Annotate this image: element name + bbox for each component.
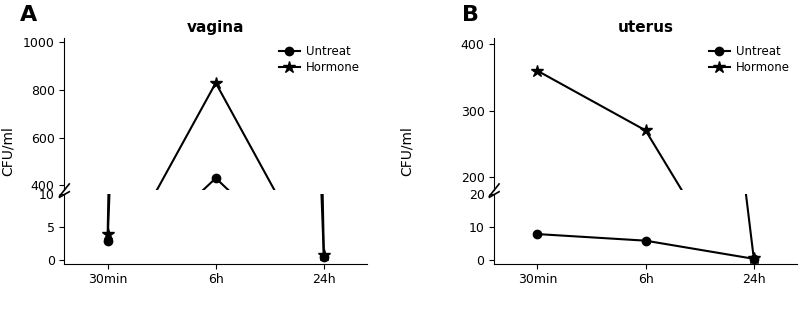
Line: Untreat: Untreat bbox=[534, 300, 758, 313]
Text: CFU/ml: CFU/ml bbox=[399, 126, 414, 176]
Untreat bbox=[641, 303, 650, 307]
Hormone bbox=[641, 128, 650, 132]
Untreat bbox=[749, 307, 758, 311]
Hormone bbox=[211, 81, 221, 85]
Hormone bbox=[103, 278, 113, 281]
Line: Untreat: Untreat bbox=[104, 174, 328, 284]
Untreat bbox=[319, 279, 328, 282]
Title: uterus: uterus bbox=[617, 20, 674, 35]
Untreat bbox=[211, 176, 221, 180]
Text: B: B bbox=[462, 5, 479, 25]
Title: vagina: vagina bbox=[187, 20, 245, 35]
Untreat bbox=[533, 302, 543, 306]
Hormone bbox=[533, 69, 543, 73]
Untreat bbox=[103, 278, 113, 282]
Legend: Untreat, Hormone: Untreat, Hormone bbox=[275, 40, 365, 79]
Hormone bbox=[319, 279, 328, 282]
Line: Hormone: Hormone bbox=[531, 65, 760, 314]
Legend: Untreat, Hormone: Untreat, Hormone bbox=[704, 40, 795, 79]
Line: Hormone: Hormone bbox=[101, 77, 330, 287]
Text: A: A bbox=[20, 5, 37, 25]
Text: CFU/ml: CFU/ml bbox=[1, 126, 15, 176]
Hormone bbox=[749, 307, 758, 311]
